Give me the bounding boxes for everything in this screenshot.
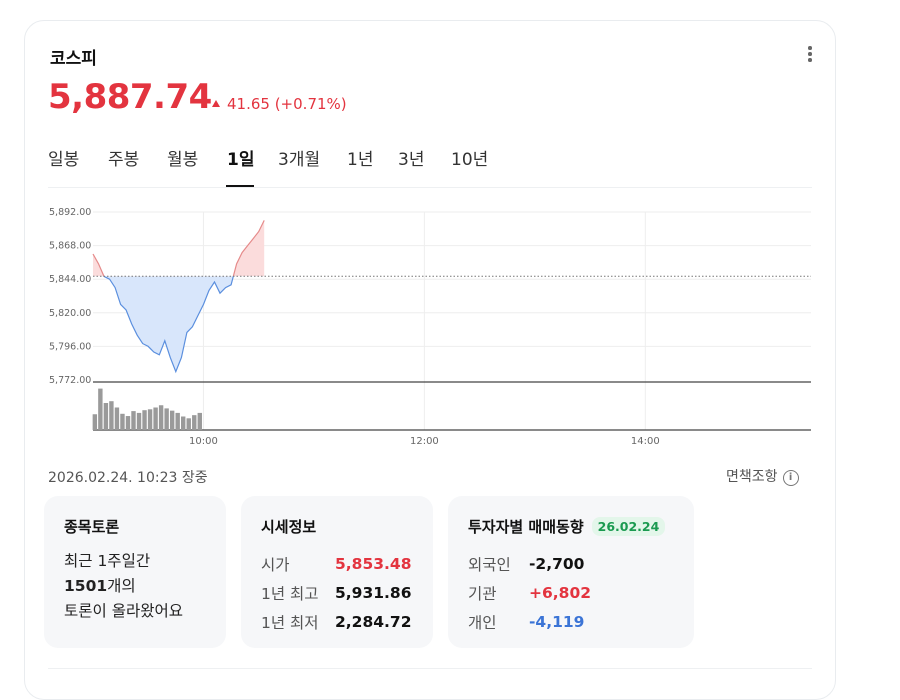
tab-monthly-candle[interactable]: 월봉 [167, 150, 199, 170]
individual-label: 개인 [468, 613, 497, 632]
y-tick-label: 5,820.00 [49, 308, 91, 319]
index-name: 코스피 [50, 49, 97, 69]
tab-weekly-candle[interactable]: 주봉 [108, 150, 140, 170]
discussion-title: 종목토론 [64, 518, 120, 536]
price-change-text: 41.65 (+0.71%) [227, 95, 347, 113]
year-high-value: 5,931.86 [335, 583, 412, 602]
tab-1year[interactable]: 1년 [347, 150, 374, 170]
up-arrow-icon [212, 100, 220, 107]
current-price: 5,887.74 [48, 77, 212, 117]
volume-bar [153, 407, 158, 430]
tab-1day[interactable]: 1일 [227, 150, 255, 170]
price-line-up [92, 220, 265, 277]
y-tick-label: 5,796.00 [49, 341, 91, 352]
disclaimer-link[interactable]: 면책조항 i [726, 466, 799, 487]
tabs-divider [48, 187, 812, 188]
investor-trend-title: 투자자별 매매동향 [468, 518, 584, 536]
market-info-title: 시세정보 [261, 518, 317, 536]
volume-bar [181, 416, 186, 430]
volume-bar [169, 410, 175, 430]
x-tick-label: 12:00 [410, 436, 439, 447]
open-label: 시가 [261, 555, 290, 574]
discussion-count-suffix: 개의 [107, 577, 136, 595]
period-tabs: 일봉 주봉 월봉 1일 3개월 1년 3년 10년 [48, 145, 812, 189]
volume-bar [131, 411, 136, 430]
tab-3year[interactable]: 3년 [398, 150, 425, 170]
volume-bar [192, 415, 197, 430]
market-info-row: 시가 5,853.48 [261, 549, 413, 578]
disclaimer-label: 면책조항 [726, 469, 778, 485]
x-tick-label: 14:00 [631, 436, 660, 447]
price-change: 41.65 (+0.71%) [212, 95, 347, 113]
volume-bar [136, 412, 142, 430]
volume-bar [125, 416, 131, 430]
investor-row: 외국인 -2,700 [468, 549, 674, 578]
investor-row: 개인 -4,119 [468, 607, 674, 636]
discussion-line3: 토론이 올라왔어요 [64, 602, 184, 620]
tab-10year[interactable]: 10년 [451, 150, 489, 170]
volume-bar [197, 412, 202, 430]
discussion-card[interactable]: 종목토론 최근 1주일간 1501개의 토론이 올라왔어요 [44, 496, 226, 648]
market-info-row: 1년 최고 5,931.86 [261, 578, 413, 607]
date-badge: 26.02.24 [591, 517, 666, 536]
individual-value: -4,119 [529, 612, 585, 631]
volume-bar [164, 408, 169, 430]
bottom-divider [48, 668, 812, 669]
intraday-chart[interactable]: 5,892.00 5,868.00 5,844.00 5,820.00 5,796.00… [44, 200, 816, 455]
volume-bar [103, 403, 109, 430]
active-tab-underline [226, 185, 254, 187]
year-low-label: 1년 최저 [261, 613, 319, 632]
y-tick-label: 5,892.00 [49, 207, 91, 218]
info-icon: i [782, 470, 799, 486]
volume-bar [120, 413, 125, 430]
tab-daily-candle[interactable]: 일봉 [48, 150, 80, 170]
volume-bar [109, 401, 114, 430]
y-tick-label: 5,868.00 [49, 241, 91, 252]
volume-bar [114, 407, 120, 430]
volume-bar [92, 414, 98, 430]
open-value: 5,853.48 [335, 554, 412, 573]
year-high-label: 1년 최고 [261, 584, 319, 603]
area-up-fill [93, 220, 265, 277]
institution-label: 기관 [468, 584, 497, 603]
area-down-fill [103, 276, 234, 372]
volume-bar [147, 409, 153, 430]
tab-3month[interactable]: 3개월 [278, 150, 321, 170]
discussion-count: 1501 [64, 577, 108, 595]
volume-bar [142, 410, 147, 430]
x-tick-label: 10:00 [189, 436, 218, 447]
price-line-down [103, 276, 234, 374]
market-info-row: 1년 최저 2,284.72 [261, 607, 413, 636]
more-options-icon[interactable] [800, 46, 820, 68]
y-tick-label: 5,772.00 [49, 375, 91, 386]
investor-trend-card: 투자자별 매매동향 26.02.24 외국인 -2,700 기관 +6,802 개인 -… [448, 496, 694, 648]
timestamp: 2026.02.24. 10:23 장중 [48, 470, 208, 486]
institution-value: +6,802 [529, 583, 592, 602]
foreign-label: 외국인 [468, 555, 511, 574]
volume-bar [175, 412, 180, 430]
investor-row: 기관 +6,802 [468, 578, 674, 607]
volume-bar [186, 418, 191, 430]
discussion-line1: 최근 1주일간 [64, 552, 151, 570]
volume-bar [158, 405, 164, 430]
year-low-value: 2,284.72 [335, 612, 412, 631]
y-tick-label: 5,844.00 [49, 274, 91, 285]
volume-bar [98, 388, 103, 430]
foreign-value: -2,700 [529, 554, 585, 573]
market-info-card: 시세정보 시가 5,853.48 1년 최고 5,931.86 1년 최저 2,284… [241, 496, 433, 648]
